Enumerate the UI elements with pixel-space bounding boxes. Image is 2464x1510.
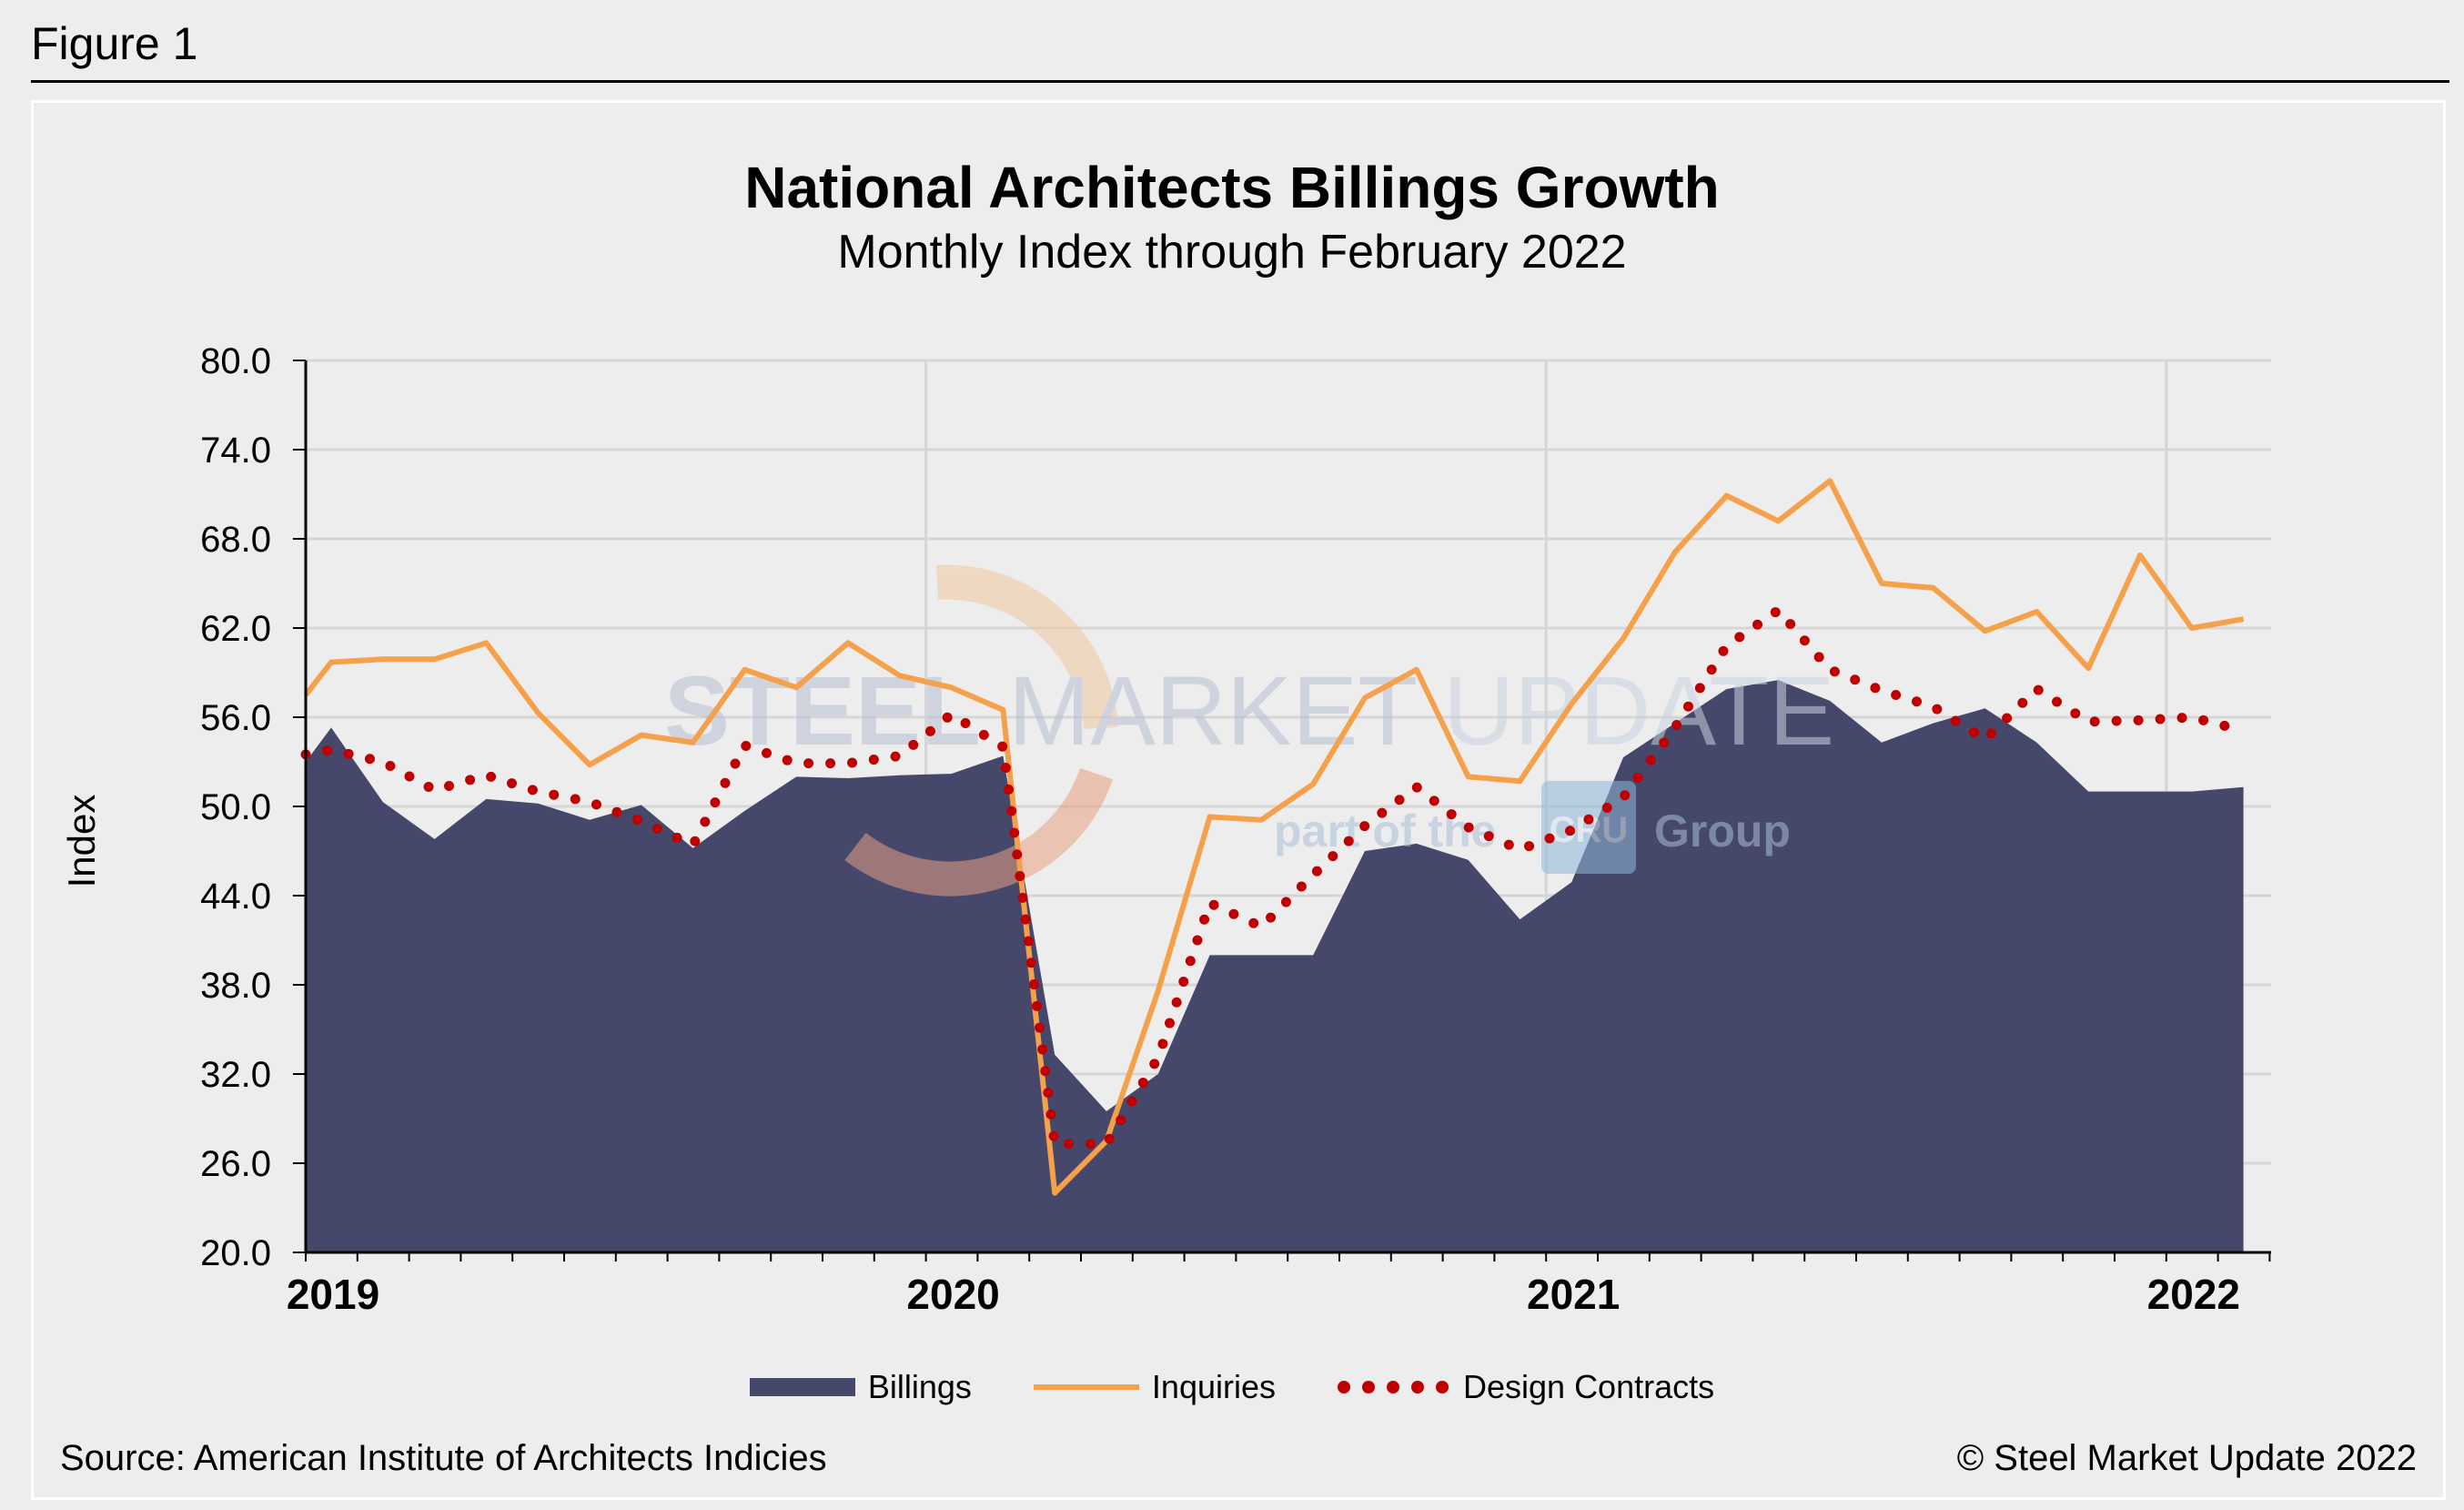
y-tick-label: 80.0 [200,341,271,381]
y-tick-label: 26.0 [200,1144,271,1184]
x-year-label: 2022 [2147,1271,2240,1318]
y-tick-label: 62.0 [200,609,271,649]
y-tick-label: 50.0 [200,787,271,827]
x-year-label: 2020 [906,1271,999,1318]
billings-area [306,680,2244,1252]
chart-subtitle: Monthly Index through February 2022 [837,226,1627,279]
legend-swatch-design-contracts [1338,1381,1450,1393]
design-contracts-dot-layer [300,603,2249,1150]
source-note: Source: American Institute of Architects… [60,1438,827,1478]
y-tick-label: 68.0 [200,520,271,560]
x-year-label: 2019 [287,1271,379,1318]
billings-area-layer [306,680,2244,1252]
legend-swatch-inquiries [1033,1384,1139,1390]
legend-item-billings: Billings [749,1368,972,1406]
legend-label-design-contracts: Design Contracts [1463,1368,1715,1405]
watermark-arc-top [935,564,1118,730]
axes: 80.0 74.0 68.0 62.0 56.0 50.0 44.0 38.0 32.0 26.0… [60,341,2271,1318]
legend: Billings Inquiries Design Contracts [0,1365,2464,1409]
y-tick-label: 44.0 [200,877,271,917]
legend-item-inquiries: Inquiries [1033,1368,1276,1406]
legend-label-billings: Billings [867,1368,972,1405]
legend-item-design-contracts: Design Contracts [1338,1368,1714,1406]
inquiries-line-layer [303,478,2245,1196]
y-tick-label: 56.0 [200,698,271,738]
legend-label-inquiries: Inquiries [1151,1368,1276,1405]
x-year-label: 2021 [1527,1271,1620,1318]
legend-swatch-billings [749,1378,855,1396]
figure-label: Figure 1 [31,18,198,69]
y-axis-title: Index [60,795,103,888]
chart-title: National Architects Billings Growth [744,155,1720,220]
figure-divider [31,80,2449,83]
watermark-arc-bottom [844,767,1113,897]
copyright-note: © Steel Market Update 2022 [1956,1438,2417,1478]
inquiries-line [303,478,2245,1196]
y-tick-label: 32.0 [200,1055,271,1095]
watermark-cru-logo [1541,781,1636,874]
watermark-text-sub-right: Group [1654,806,1791,856]
y-tick-label: 20.0 [200,1233,271,1273]
watermark-text-main: STEEL MARKET UPDATE [664,655,1834,765]
design-contracts-line [300,603,2249,1150]
y-tick-label: 38.0 [200,966,271,1006]
y-tick-label: 74.0 [200,431,271,471]
